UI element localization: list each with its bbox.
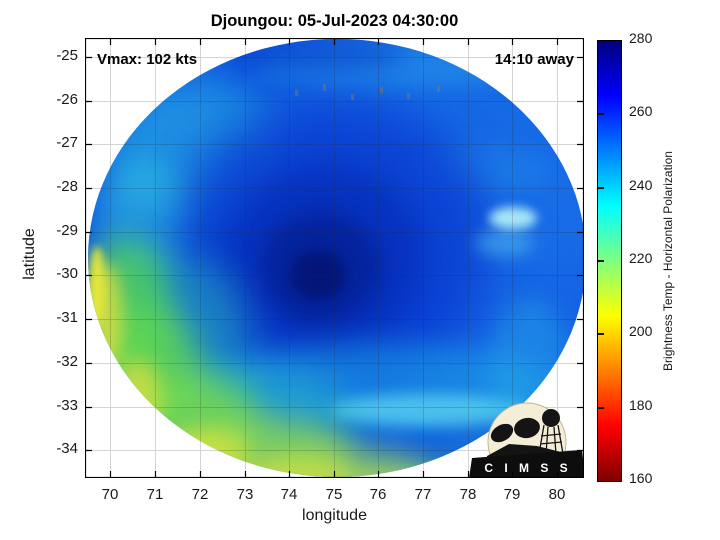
- axis-tick-marks: [85, 38, 584, 478]
- y-tick-label: -27: [56, 134, 78, 151]
- y-tick-label: -28: [56, 178, 78, 195]
- colorbar-tick-mark: [598, 187, 604, 189]
- x-tick-label: 77: [414, 486, 432, 503]
- x-tick-label: 72: [191, 486, 209, 503]
- y-tick-label: -29: [56, 222, 78, 239]
- x-tick-label: 74: [280, 486, 298, 503]
- colorbar-tick-mark: [598, 260, 604, 262]
- plot-frame: [85, 38, 584, 478]
- colorbar-tick-label: 260: [629, 103, 653, 119]
- x-tick-label: 78: [459, 486, 477, 503]
- colorbar-tick-label: 240: [629, 177, 653, 193]
- cimss-logo: C I M S S: [469, 402, 584, 478]
- x-tick-label: 80: [548, 486, 566, 503]
- colorbar-tick-mark: [598, 333, 604, 335]
- y-tick-label: -26: [56, 91, 78, 108]
- y-tick-label: -25: [56, 47, 78, 64]
- figure-title: Djoungou: 05-Jul-2023 04:30:00: [210, 12, 459, 30]
- y-tick-label: -31: [56, 309, 78, 326]
- colorbar-tick-label: 180: [629, 397, 653, 413]
- colorbar-tick-label: 160: [629, 470, 653, 486]
- y-tick-label: -34: [56, 440, 78, 457]
- water-tower-icon: [538, 424, 564, 455]
- colorbar-tick-label: 280: [629, 30, 653, 46]
- y-tick-label: -33: [56, 397, 78, 414]
- x-tick-label: 70: [101, 486, 119, 503]
- y-tick-label: -30: [56, 265, 78, 282]
- logo-banner: [469, 450, 584, 478]
- x-tick-label: 71: [146, 486, 164, 503]
- land-speckles: [295, 84, 440, 100]
- x-tick-label: 73: [236, 486, 254, 503]
- y-axis-label: latitude: [21, 228, 38, 280]
- x-axis-label: longitude: [302, 507, 367, 524]
- x-tick-label: 76: [369, 486, 387, 503]
- colorbar-tick-label: 200: [629, 323, 653, 339]
- x-tick-label: 75: [325, 486, 343, 503]
- vmax-annotation: Vmax: 102 kts: [97, 51, 198, 68]
- logo-text: C I M S S: [484, 461, 571, 475]
- eta-annotation: 14:10 away: [494, 51, 574, 68]
- y-tick-label: -32: [56, 353, 78, 370]
- grid-lines: [85, 38, 584, 478]
- x-tick-label: 79: [503, 486, 521, 503]
- colorbar-gradient: [597, 40, 622, 482]
- colorbar-tick-mark: [598, 407, 604, 409]
- colorbar-tick-mark: [598, 113, 604, 115]
- brightness-temp-image: C I M S S: [85, 38, 584, 478]
- colorbar-tick-label: 220: [629, 250, 653, 266]
- colorbar-axis-label: Brightness Temp - Horizontal Polarizatio…: [661, 151, 675, 371]
- satellite-swath-disk: [88, 39, 584, 477]
